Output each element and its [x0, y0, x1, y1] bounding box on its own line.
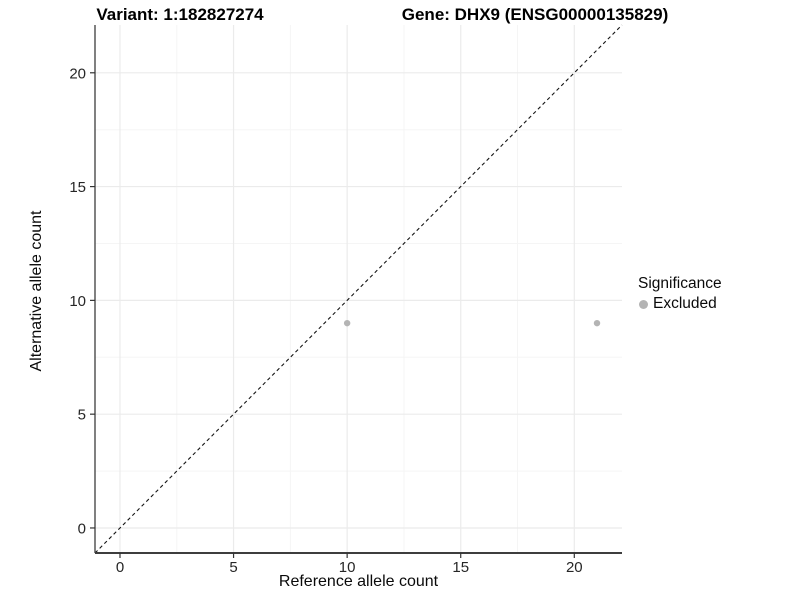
y-tick-label: 10	[69, 293, 86, 310]
y-tick-label: 15	[69, 179, 86, 196]
gene-title: Gene: DHX9 (ENSG00000135829)	[401, 5, 669, 24]
x-tick-label: 5	[229, 559, 237, 576]
data-point	[343, 319, 351, 327]
y-tick-label: 20	[69, 65, 86, 82]
legend-label: Excluded	[653, 295, 717, 312]
x-tick-label: 20	[566, 559, 583, 576]
x-tick-label: 0	[116, 559, 124, 576]
y-tick-label: 0	[78, 520, 86, 537]
y-tick-label: 5	[78, 407, 86, 424]
x-tick-label: 15	[452, 559, 469, 576]
legend-item-excluded: Excluded	[637, 295, 722, 313]
identity-line	[94, 24, 623, 554]
x-tick-label: 10	[339, 559, 356, 576]
excluded-point-icon	[639, 299, 648, 309]
y-axis-title: Alternative allele count	[28, 210, 45, 372]
x-axis-title: Reference allele count	[278, 573, 439, 590]
variant-title: Variant: 1:182827274	[96, 5, 264, 24]
legend-title: Significance	[638, 275, 722, 292]
data-point	[593, 319, 601, 327]
legend: Significance Excluded	[637, 275, 722, 313]
